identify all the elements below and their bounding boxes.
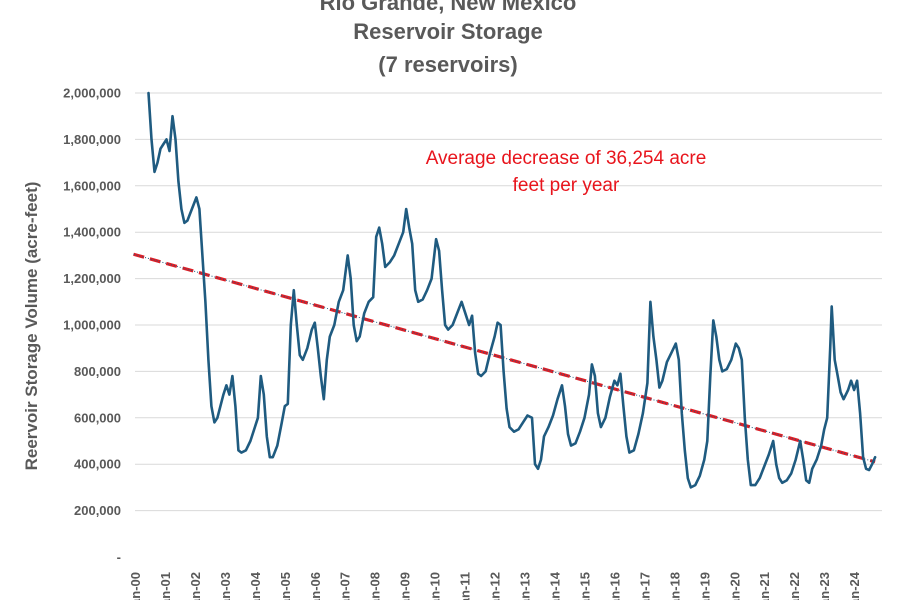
y-tick-label: 400,000 [74, 457, 121, 472]
y-tick-label: 600,000 [74, 410, 121, 425]
x-tick-label: Jan-15 [577, 572, 592, 600]
annotation-line-2: feet per year [513, 175, 620, 196]
x-tick-label: Jan-13 [518, 572, 533, 600]
y-tick-label: 1,600,000 [63, 178, 121, 193]
y-tick-label: 200,000 [74, 503, 121, 518]
x-tick-label: Jan-05 [278, 572, 293, 600]
series-layer [147, 91, 877, 489]
x-tick-label: Jan-16 [607, 572, 622, 600]
x-tick-label: Jan-12 [488, 572, 503, 600]
chart-title-line-2: Reservoir Storage [353, 19, 543, 44]
x-tick-label: Jan-08 [368, 572, 383, 600]
x-tick-label: Jan-21 [757, 572, 772, 600]
y-tick-label: 1,400,000 [63, 225, 121, 240]
x-tick-label: Jan-22 [787, 572, 802, 600]
x-tick-label: Jan-10 [428, 572, 443, 600]
y-axis-ticks: - 200,000 400,000 600,000 800,000 1,000,000 1,… [63, 86, 121, 565]
x-tick-label: Jan-06 [308, 572, 323, 600]
x-tick-label: Jan-09 [398, 572, 413, 600]
x-tick-label: Jan-14 [547, 571, 562, 600]
x-tick-label: Jan-19 [697, 572, 712, 600]
trend-layer [133, 252, 876, 464]
x-tick-label: Jan-20 [727, 572, 742, 600]
chart-title-line-1: Rio Grande, New Mexico [320, 0, 577, 15]
y-tick-label: 1,000,000 [63, 318, 121, 333]
x-tick-label: Jan-00 [128, 572, 143, 600]
y-tick-label: - [117, 550, 121, 565]
x-tick-label: Jan-04 [248, 571, 263, 600]
y-axis-label: Reervoir Storage Volume (acre-feet) [22, 182, 41, 471]
annotation-line-1: Average decrease of 36,254 acre [426, 148, 707, 169]
chart-title-line-3: (7 reservoirs) [378, 52, 517, 77]
storage-series-line [147, 91, 877, 489]
x-tick-label: Jan-07 [338, 572, 353, 600]
gridlines [135, 92, 882, 512]
trend-line [133, 252, 876, 464]
y-tick-label: 800,000 [74, 364, 121, 379]
x-tick-label: Jan-03 [218, 572, 233, 600]
x-tick-label: Jan-02 [188, 572, 203, 600]
y-tick-label: 1,200,000 [63, 271, 121, 286]
x-tick-label: Jan-11 [458, 572, 473, 600]
x-tick-label: Jan-18 [667, 572, 682, 600]
x-tick-label: Jan-24 [847, 571, 862, 600]
y-tick-label: 1,800,000 [63, 132, 121, 147]
x-tick-label: Jan-17 [637, 572, 652, 600]
x-tick-label: Jan-23 [817, 572, 832, 600]
y-tick-label: 2,000,000 [63, 86, 121, 101]
trend-line-core [133, 253, 876, 463]
x-axis-ticks: Jan-00 Jan-01 Jan-02 Jan-03 Jan-04 Jan-05 Jan-… [128, 571, 862, 600]
x-tick-label: Jan-01 [158, 572, 173, 600]
